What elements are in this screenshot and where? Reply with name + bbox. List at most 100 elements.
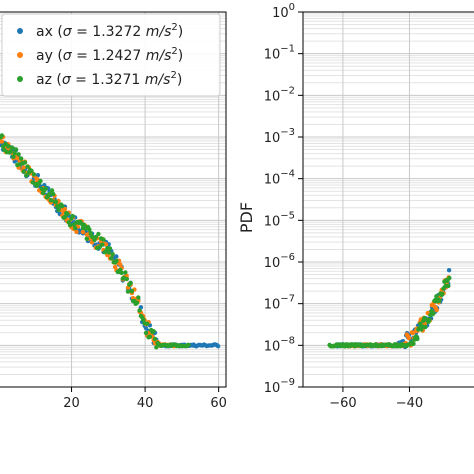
legend-marker (17, 52, 23, 58)
data-point (118, 262, 123, 267)
data-point (151, 329, 156, 334)
data-point (93, 234, 99, 240)
data-point (103, 242, 109, 247)
data-point (96, 231, 101, 237)
data-point (446, 268, 452, 273)
data-point (67, 223, 73, 228)
y-tick-label: 10−4 (264, 169, 295, 188)
data-point (49, 188, 55, 193)
data-point (51, 191, 56, 197)
data-point (440, 291, 445, 296)
data-point (80, 229, 86, 235)
data-point (124, 276, 129, 282)
x-tick-label: 60 (210, 396, 227, 411)
y-tick-label: 10−6 (264, 252, 295, 271)
data-point (125, 289, 131, 294)
data-point (136, 295, 141, 300)
data-point (73, 225, 78, 231)
data-point (0, 133, 5, 138)
data-point (143, 330, 149, 336)
x-tick-label: −60 (329, 396, 356, 411)
data-point (74, 229, 79, 235)
data-point (6, 144, 11, 149)
data-point (82, 222, 87, 228)
legend: ax (σ = 1.3272 m/s2) ay (σ = 1.2427 m/s2)… (1, 13, 221, 97)
legend-label: ay (σ = 1.2427 m/s2) (36, 46, 183, 64)
left-points (0, 133, 221, 350)
data-point (128, 280, 133, 286)
data-point (21, 165, 26, 170)
data-point (447, 275, 452, 281)
data-point (134, 300, 140, 305)
data-point (411, 341, 416, 346)
data-point (35, 173, 41, 178)
data-point (53, 199, 59, 204)
x-tick-label: 20 (63, 396, 80, 411)
data-point (129, 289, 135, 294)
data-point (13, 147, 19, 152)
data-point (434, 294, 439, 299)
data-point (62, 206, 68, 212)
y-tick-label: 10−9 (264, 377, 295, 396)
data-point (88, 231, 93, 236)
data-point (15, 156, 20, 161)
data-point (114, 258, 119, 263)
data-point (31, 172, 37, 177)
x-tick-label: −40 (396, 396, 423, 411)
right-x-ticks: −60 −40 (329, 387, 423, 411)
data-point (0, 139, 5, 144)
legend-label: az (σ = 1.3271 m/s2) (36, 70, 182, 88)
legend-marker (17, 28, 23, 34)
data-point (87, 227, 92, 232)
y-tick-label: 10−3 (264, 127, 295, 146)
right-grid (303, 11, 474, 388)
data-point (11, 154, 16, 159)
data-point (16, 152, 21, 157)
legend-label: ax (σ = 1.3272 m/s2) (36, 22, 183, 40)
data-point (70, 213, 75, 219)
data-point (101, 237, 106, 242)
legend-marker (17, 76, 23, 82)
data-point (100, 242, 105, 247)
left-plot: 20 40 60 ax (σ = 1.3272 m/s2) ay (σ = 1.242… (0, 11, 227, 411)
data-point (137, 308, 142, 313)
data-point (423, 324, 428, 330)
data-point (446, 283, 451, 289)
data-point (434, 307, 439, 313)
left-x-ticks: 20 40 60 (63, 387, 227, 411)
data-point (114, 254, 119, 259)
data-point (38, 178, 43, 184)
data-point (24, 173, 29, 178)
y-tick-label: 10−7 (264, 294, 295, 313)
data-point (109, 256, 114, 261)
data-point (437, 298, 442, 303)
data-point (62, 214, 68, 220)
y-tick-label: 10−8 (264, 335, 295, 354)
data-point (215, 344, 221, 349)
data-point (8, 148, 14, 154)
data-point (65, 211, 70, 217)
data-point (60, 203, 65, 209)
data-point (21, 169, 26, 174)
right-plot: −60 −40 10010−110−210−310−410−510−610−710… (237, 2, 474, 411)
y-axis-label: PDF (237, 202, 256, 233)
data-point (147, 334, 153, 339)
right-frame (302, 11, 474, 388)
data-point (186, 342, 191, 347)
data-point (427, 317, 432, 323)
data-point (119, 270, 124, 275)
data-point (106, 250, 111, 255)
data-point (141, 317, 146, 322)
data-point (48, 198, 53, 203)
y-tick-label: 10−5 (264, 210, 295, 229)
y-tick-label: 10−2 (264, 85, 295, 104)
data-point (123, 270, 128, 275)
data-point (415, 336, 420, 342)
left-frame (0, 11, 227, 388)
legend-box (1, 13, 221, 97)
x-tick-label: 40 (137, 396, 154, 411)
data-point (110, 252, 115, 257)
right-y-ticks: 100 10−1 10−2 10−3 10−4 10−5 10−6 10−7 10−8 10−9 (264, 2, 303, 396)
data-point (43, 186, 48, 191)
